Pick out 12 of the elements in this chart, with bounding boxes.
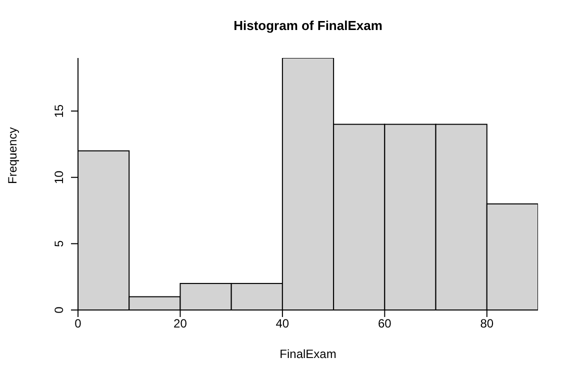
- x-tick-label: 20: [174, 316, 188, 331]
- x-tick-label: 60: [378, 316, 392, 331]
- x-tick-label: 0: [74, 316, 82, 331]
- y-tick-label: 5: [52, 240, 66, 248]
- y-tick-label: 10: [52, 170, 66, 184]
- y-tick-label: 15: [52, 104, 66, 118]
- y-tick-label: 0: [52, 306, 66, 314]
- x-tick-label: 80: [480, 316, 494, 331]
- x-tick-label: 40: [276, 316, 290, 331]
- chart-title: Histogram of FinalExam: [234, 18, 382, 33]
- x-axis-title: FinalExam: [280, 347, 336, 361]
- y-axis-title: Frequency: [5, 127, 20, 184]
